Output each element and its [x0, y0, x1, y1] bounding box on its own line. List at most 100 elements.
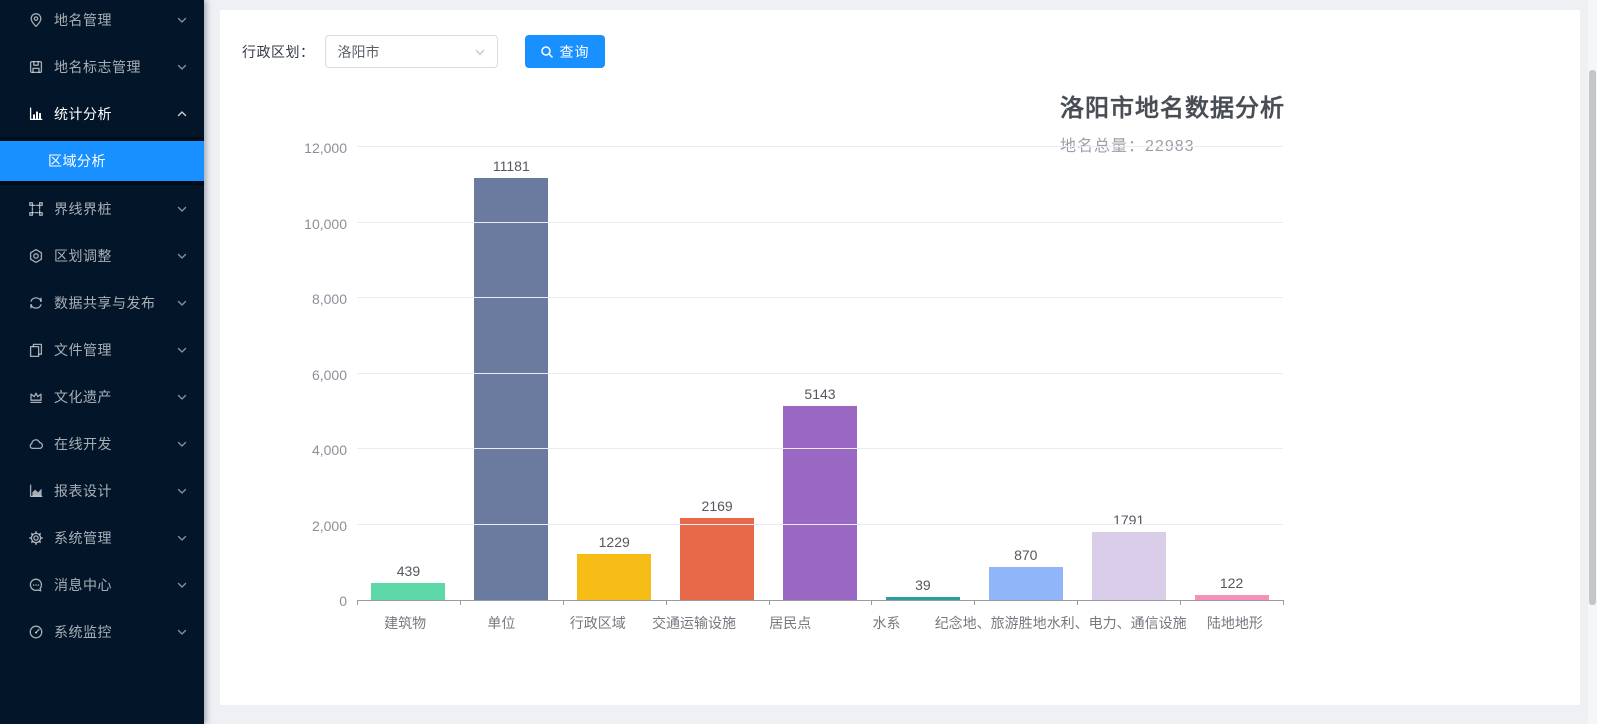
bar-chart-icon: [28, 106, 44, 122]
x-axis-label: 建筑物: [384, 615, 427, 631]
sidebar-item-5[interactable]: 数据共享与发布: [0, 279, 204, 326]
chevron-down-icon: [176, 203, 188, 215]
y-tick-label: 4,000: [311, 442, 347, 458]
y-tick-label: 0: [339, 593, 347, 609]
region-select-value: 洛阳市: [337, 43, 380, 60]
x-axis-label: 单位: [487, 615, 516, 631]
sidebar-item-label: 地名标志管理: [54, 58, 141, 75]
search-icon: [540, 45, 554, 59]
x-axis-tick: [871, 600, 873, 605]
chart-title: 洛阳市地名数据分析: [1060, 95, 1285, 122]
x-axis-tick: [1180, 600, 1182, 605]
submenu-statistics: 区域分析: [0, 137, 204, 185]
submenu-item-0[interactable]: 区域分析: [0, 141, 204, 181]
location-pin-icon: [28, 12, 44, 28]
files-icon: [28, 342, 44, 358]
query-toolbar: 行政区划： 洛阳市 查询: [242, 35, 605, 68]
bar-value-label: 122: [1219, 575, 1244, 592]
chevron-down-icon: [176, 579, 188, 591]
sidebar-item-1[interactable]: 地名标志管理: [0, 43, 204, 90]
sidebar-item-8[interactable]: 在线开发: [0, 420, 204, 467]
sidebar-item-11[interactable]: 消息中心: [0, 561, 204, 608]
bar-7[interactable]: [1091, 532, 1166, 600]
bar-group-8: 122: [1180, 575, 1283, 600]
sidebar-item-label: 系统管理: [54, 529, 112, 546]
bar-value-label: 5143: [804, 385, 836, 402]
bar-2[interactable]: [577, 553, 652, 600]
area-chart-icon: [28, 483, 44, 499]
signboard-icon: [28, 59, 44, 75]
content-card: 行政区划： 洛阳市 查询 洛阳市地名数据: [220, 10, 1580, 705]
region-select[interactable]: 洛阳市: [324, 35, 498, 68]
bar-5[interactable]: [885, 597, 960, 600]
y-tick-label: 10,000: [304, 215, 347, 232]
x-axis-tick: [357, 600, 358, 605]
sidebar-item-7[interactable]: 文化遗产: [0, 373, 204, 420]
x-axis-tick: [1077, 600, 1079, 605]
chevron-down-icon: [176, 485, 188, 497]
chevron-down-icon: [176, 250, 188, 262]
badge-icon: [28, 248, 44, 264]
gauge-icon: [28, 624, 44, 640]
chevron-down-icon: [176, 626, 188, 638]
bar-3[interactable]: [680, 518, 755, 600]
cloud-icon: [28, 436, 44, 452]
search-button-label: 查询: [559, 43, 590, 60]
sidebar-item-6[interactable]: 文件管理: [0, 326, 204, 373]
sync-icon: [28, 295, 44, 311]
chevron-down-icon: [176, 344, 188, 356]
chevron-down-icon: [176, 438, 188, 450]
x-axis-label: 水系: [872, 615, 901, 631]
gridline: [357, 146, 1283, 147]
x-axis-label: 交通运输设施: [651, 615, 736, 631]
bar-1[interactable]: [474, 177, 549, 600]
vertical-scrollbar-track[interactable]: [1588, 0, 1597, 724]
bar-value-label: 1791: [1113, 512, 1145, 529]
y-tick-label: 8,000: [311, 291, 347, 307]
x-axis-label: 陆地地形: [1206, 615, 1263, 631]
bar-series: 439 11181 1229 2169 5143 39 870 1791 122: [357, 148, 1283, 600]
main-content: 行政区划： 洛阳市 查询 洛阳市地名数据: [204, 0, 1597, 724]
sidebar-item-2[interactable]: 统计分析: [0, 90, 204, 137]
sidebar-item-3[interactable]: 界线界桩: [0, 185, 204, 232]
bar-value-label: 439: [396, 563, 421, 580]
y-axis: 0 2,000 4,000 6,000 8,000 10,000 12,000: [220, 140, 347, 609]
sidebar-item-12[interactable]: 系统监控: [0, 608, 204, 655]
x-axis-tick: [768, 600, 770, 605]
x-axis-label: 居民点: [769, 615, 812, 631]
gridline: [357, 448, 1283, 449]
gridline: [357, 372, 1283, 374]
sidebar-item-label: 在线开发: [54, 435, 112, 452]
bar-value-label: 1229: [598, 533, 630, 550]
chevron-down-icon: [176, 391, 188, 403]
gridline: [357, 297, 1283, 298]
chevron-up-icon: [176, 108, 188, 120]
sidebar-item-label: 统计分析: [54, 105, 112, 122]
x-axis-tick: [459, 600, 461, 605]
x-axis-tick: [665, 600, 667, 605]
bar-0[interactable]: [371, 583, 446, 600]
vertical-scrollbar-thumb[interactable]: [1589, 70, 1596, 605]
sidebar-item-label: 消息中心: [54, 576, 112, 593]
chevron-down-icon: [473, 45, 487, 59]
gridline: [357, 221, 1283, 223]
sidebar-item-4[interactable]: 区划调整: [0, 232, 204, 279]
sidebar-item-9[interactable]: 报表设计: [0, 467, 204, 514]
bar-8[interactable]: [1194, 595, 1269, 600]
x-axis-label: 水利、电力、通信设施: [1046, 615, 1187, 631]
message-icon: [28, 577, 44, 593]
bar-group-7: 1791: [1077, 512, 1180, 600]
sidebar-item-label: 系统监控: [54, 623, 112, 640]
bar-4[interactable]: [783, 405, 857, 600]
sidebar-item-10[interactable]: 系统管理: [0, 514, 204, 561]
bar-group-3: 2169: [666, 498, 769, 600]
bar-value-label: 870: [1014, 547, 1038, 564]
x-axis-tick: [974, 600, 976, 605]
sidebar-item-0[interactable]: 地名管理: [0, 0, 204, 43]
search-button[interactable]: 查询: [524, 35, 605, 68]
sidebar-item-label: 区划调整: [54, 247, 112, 264]
bar-group-6: 870: [974, 547, 1077, 600]
bar-value-label: 39: [915, 577, 931, 593]
x-axis-label: 纪念地、旅游胜地: [934, 615, 1047, 631]
bar-6[interactable]: [988, 567, 1063, 600]
